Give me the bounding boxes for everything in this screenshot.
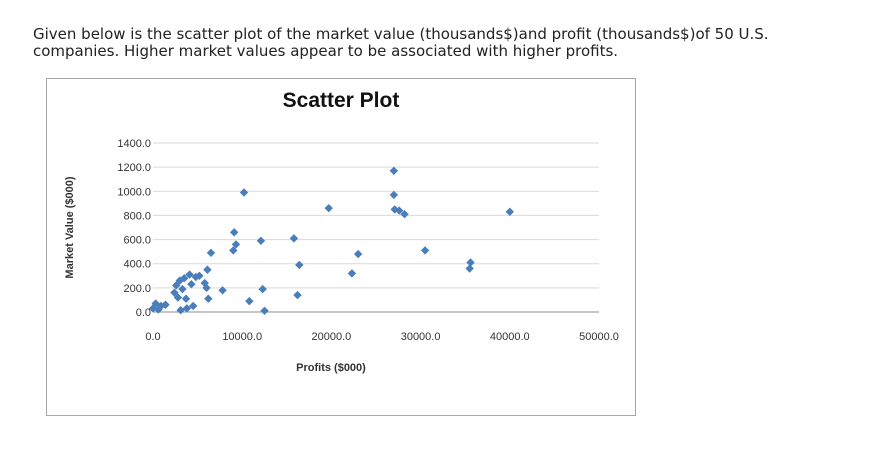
- intro-text: Given below is the scatter plot of the m…: [33, 26, 853, 60]
- data-point: [239, 188, 249, 197]
- data-point: [218, 286, 227, 295]
- data-point: [203, 265, 212, 274]
- x-tick-label: 40000.0: [490, 331, 530, 343]
- data-point: [245, 296, 254, 306]
- x-tick-label: 20000.0: [312, 331, 352, 343]
- data-point: [202, 283, 211, 293]
- data-point: [173, 293, 183, 302]
- data-point: [260, 306, 269, 315]
- x-tick-label: 50000.0: [579, 331, 619, 343]
- data-point: [389, 190, 399, 200]
- data-point: [347, 269, 357, 278]
- scatter-plot: 0.0 200.0 400.0 600.0 800.0 1000.0 1200.0 1400.…: [64, 138, 619, 374]
- chart-title: Scatter Plot: [282, 89, 400, 112]
- data-point: [256, 236, 266, 245]
- y-tick-label: 1200.0: [117, 162, 151, 174]
- data-point: [394, 206, 404, 215]
- y-tick-label: 0.0: [136, 307, 151, 319]
- y-axis-title: Market Value ($000): [64, 176, 76, 278]
- data-point: [465, 264, 474, 273]
- x-axis-title: Profits ($000): [296, 362, 366, 374]
- y-tick-label: 800.0: [123, 210, 151, 222]
- y-tick-label: 400.0: [123, 259, 151, 271]
- data-point: [195, 271, 204, 280]
- y-tick-label: 1400.0: [117, 138, 151, 150]
- x-tick-label: 0.0: [145, 331, 160, 343]
- data-point: [188, 301, 198, 311]
- data-point: [390, 205, 399, 214]
- data-point: [161, 300, 170, 309]
- data-point: [324, 203, 333, 213]
- data-points: [148, 166, 514, 315]
- data-point: [204, 294, 213, 303]
- intro-line-2: companies. Higher market values appear t…: [33, 42, 619, 60]
- data-point: [187, 280, 196, 289]
- data-point: [258, 284, 267, 294]
- x-tick-label: 30000.0: [401, 331, 441, 343]
- y-tick-label: 1000.0: [117, 186, 151, 198]
- data-point: [180, 274, 189, 283]
- y-tick-labels: 0.0 200.0 400.0 600.0 800.0 1000.0 1200.0 1400.…: [117, 138, 151, 319]
- data-point: [178, 284, 187, 294]
- x-tick-labels: 0.0 10000.0 20000.0 30000.0 40000.0 50000.0: [145, 331, 619, 343]
- chart-container: Scatter Plot 0.0 200.0 400.0 600.0 800.0 1000…: [46, 78, 636, 416]
- data-point: [231, 240, 241, 249]
- y-tick-label: 600.0: [123, 235, 151, 247]
- data-point: [181, 294, 191, 303]
- gridlines: [153, 142, 599, 313]
- data-point: [289, 234, 299, 243]
- data-point: [353, 249, 363, 259]
- data-point: [229, 228, 239, 237]
- data-point: [176, 305, 185, 315]
- data-point: [185, 270, 194, 279]
- data-point: [466, 258, 475, 267]
- data-point: [505, 207, 514, 217]
- data-point: [229, 246, 238, 255]
- data-point: [389, 166, 399, 175]
- data-point: [400, 210, 409, 219]
- data-point: [295, 260, 304, 270]
- x-tick-label: 10000.0: [222, 331, 262, 343]
- data-point: [206, 248, 216, 258]
- data-point: [420, 246, 430, 255]
- data-point: [191, 272, 201, 282]
- intro-line-1: Given below is the scatter plot of the m…: [33, 25, 769, 43]
- y-tick-label: 200.0: [123, 283, 151, 295]
- data-point: [293, 290, 302, 300]
